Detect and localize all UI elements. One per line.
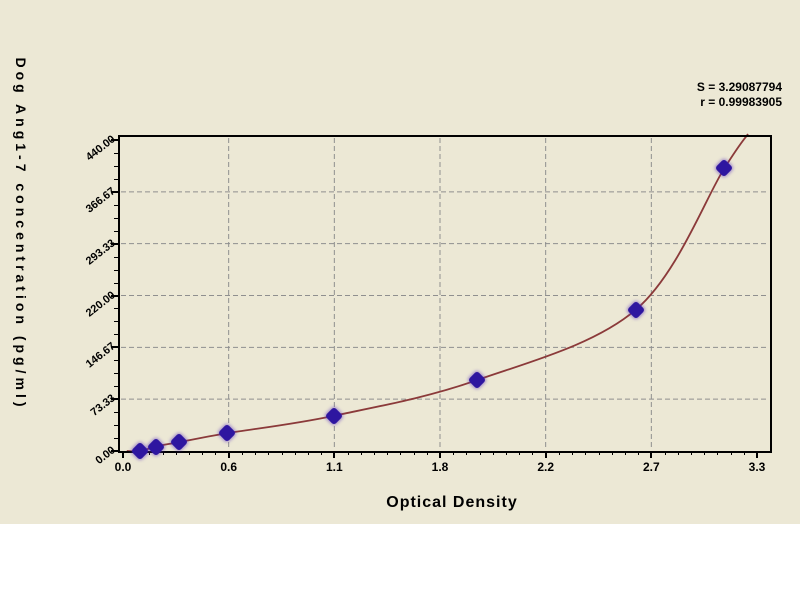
- x-minor-tick: [175, 451, 177, 455]
- x-minor-tick: [149, 451, 151, 455]
- x-major-tick: [122, 451, 124, 458]
- plot-area: [118, 135, 772, 453]
- y-minor-tick: [114, 282, 118, 284]
- x-minor-tick: [585, 451, 587, 455]
- y-minor-tick: [114, 178, 118, 180]
- x-minor-tick: [453, 451, 455, 455]
- x-minor-tick: [492, 451, 494, 455]
- x-tick-label: 1.1: [325, 460, 343, 474]
- y-minor-tick: [114, 256, 118, 258]
- y-tick-label: 220.00: [83, 288, 118, 319]
- x-minor-tick: [743, 451, 745, 455]
- y-major-tick: [111, 398, 118, 401]
- y-minor-tick: [114, 373, 118, 375]
- x-minor-tick: [360, 451, 362, 455]
- x-minor-tick: [624, 451, 626, 455]
- x-major-tick: [544, 451, 547, 458]
- x-minor-tick: [255, 451, 257, 455]
- y-major-tick: [111, 139, 118, 141]
- x-minor-tick: [638, 451, 640, 455]
- y-major-tick: [111, 294, 118, 297]
- y-minor-tick: [114, 425, 118, 427]
- x-minor-tick: [730, 451, 732, 455]
- y-minor-tick: [114, 360, 118, 362]
- x-tick-label: 1.8: [431, 460, 449, 474]
- y-tick-label: 293.33: [83, 236, 118, 268]
- x-minor-tick: [532, 451, 534, 455]
- x-minor-tick: [466, 451, 468, 455]
- x-axis-title: Optical Density: [386, 494, 518, 511]
- x-minor-tick: [426, 451, 428, 455]
- y-minor-tick: [114, 438, 118, 440]
- x-minor-tick: [558, 451, 560, 455]
- x-minor-tick: [215, 451, 217, 455]
- x-minor-tick: [281, 451, 283, 455]
- x-minor-tick: [413, 451, 415, 455]
- y-major-tick: [111, 450, 118, 452]
- x-major-tick: [333, 451, 336, 458]
- x-tick-label: 3.3: [748, 460, 766, 474]
- x-minor-tick: [690, 451, 692, 455]
- fit-r-value: r = 0.99983905: [700, 95, 782, 109]
- y-minor-tick: [114, 152, 118, 154]
- x-minor-tick: [572, 451, 574, 455]
- x-tick-label: 2.7: [642, 460, 660, 474]
- x-tick-label: 0.6: [220, 460, 237, 474]
- x-tick-label: 0.0: [114, 460, 132, 474]
- x-minor-tick: [506, 451, 508, 455]
- y-minor-tick: [114, 321, 118, 323]
- x-minor-tick: [400, 451, 402, 455]
- y-major-tick: [111, 242, 118, 245]
- y-major-tick: [111, 346, 118, 349]
- x-minor-tick: [519, 451, 521, 455]
- chart-panel: S = 3.29087794 r = 0.99983905 Dog Ang1-7…: [0, 0, 800, 524]
- y-major-tick: [111, 190, 118, 193]
- y-minor-tick: [114, 308, 118, 310]
- y-tick-label: 366.67: [83, 185, 118, 216]
- x-minor-tick: [347, 451, 349, 455]
- x-minor-tick: [677, 451, 679, 455]
- x-minor-tick: [241, 451, 243, 455]
- y-minor-tick: [114, 230, 118, 232]
- x-major-tick: [650, 451, 653, 458]
- y-minor-tick: [114, 386, 118, 388]
- x-minor-tick: [202, 451, 204, 455]
- x-minor-tick: [189, 451, 191, 455]
- x-minor-tick: [321, 451, 323, 455]
- fit-stats: S = 3.29087794 r = 0.99983905: [697, 80, 782, 110]
- y-minor-tick: [114, 165, 118, 167]
- y-axis-title: Dog Ang1-7 concentration (pg/ml): [13, 57, 29, 411]
- x-minor-tick: [704, 451, 706, 455]
- x-minor-tick: [664, 451, 666, 455]
- x-minor-tick: [717, 451, 719, 455]
- x-minor-tick: [611, 451, 613, 455]
- y-tick-label: 146.67: [83, 340, 118, 371]
- x-minor-tick: [387, 451, 389, 455]
- x-major-tick: [227, 451, 230, 458]
- y-minor-tick: [114, 217, 118, 219]
- x-minor-tick: [162, 451, 164, 455]
- y-minor-tick: [114, 204, 118, 206]
- y-minor-tick: [114, 334, 118, 336]
- x-minor-tick: [268, 451, 270, 455]
- x-minor-tick: [294, 451, 296, 455]
- x-minor-tick: [598, 451, 600, 455]
- x-minor-tick: [479, 451, 481, 455]
- x-major-tick: [756, 451, 758, 458]
- y-minor-tick: [114, 269, 118, 271]
- y-tick-label: 440.00: [83, 133, 118, 164]
- y-tick-label: 73.33: [88, 392, 118, 419]
- x-minor-tick: [373, 451, 375, 455]
- x-minor-tick: [307, 451, 309, 455]
- x-major-tick: [439, 451, 441, 458]
- fit-s-value: S = 3.29087794: [696, 80, 782, 94]
- x-tick-label: 2.2: [537, 460, 554, 474]
- y-minor-tick: [114, 412, 118, 414]
